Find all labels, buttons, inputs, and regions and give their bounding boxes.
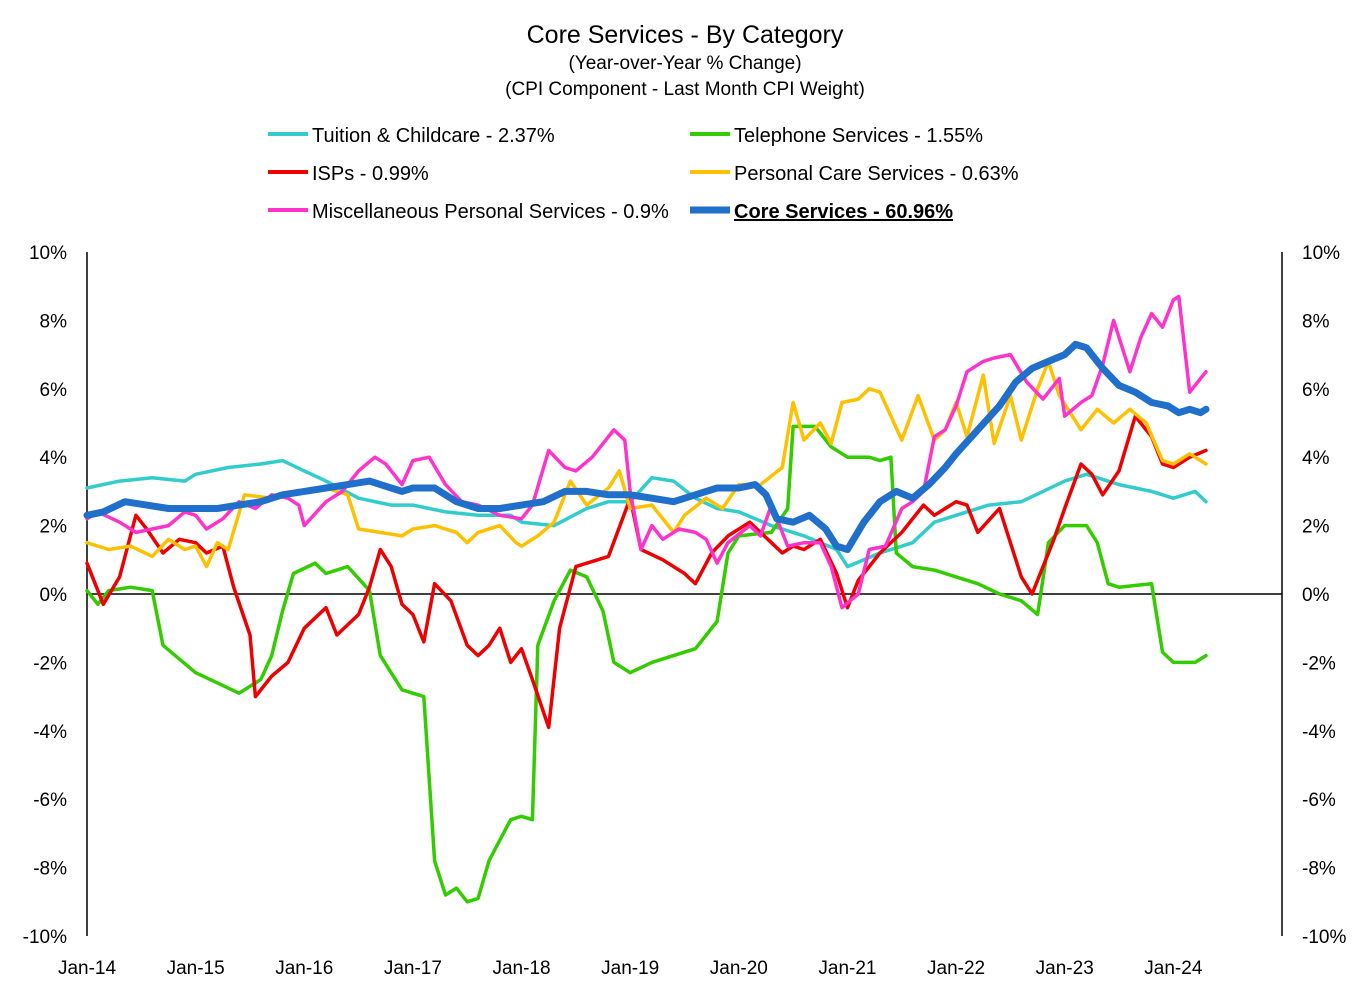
x-tick-label: Jan-21 — [818, 958, 876, 979]
x-tick-label: Jan-22 — [927, 958, 985, 979]
y-tick-label-left: -6% — [33, 790, 67, 811]
y-tick-label-left: 8% — [40, 311, 68, 332]
y-tick-label-right: -4% — [1302, 722, 1336, 743]
axes: 10% 10% 8% 8% 6% 6% 4% 4% 2% 2% 0% 0% -2% -2% -4% -4% -6… — [23, 243, 1347, 979]
y-tick-label-right: -10% — [1302, 927, 1346, 948]
series-line-misc-personal — [85, 294, 1208, 610]
legend-label-misc-personal: Miscellaneous Personal Services - 0.9% — [312, 201, 669, 223]
legend-label-tuition: Tuition & Childcare - 2.37% — [312, 125, 555, 147]
x-tick-label: Jan-23 — [1036, 958, 1094, 979]
y-tick-label-right: 8% — [1302, 311, 1330, 332]
y-tick-label-right: 0% — [1302, 585, 1330, 606]
x-tick-label: Jan-20 — [710, 958, 768, 979]
y-tick-label-right: 10% — [1302, 243, 1340, 264]
y-tick-label-right: 2% — [1302, 517, 1330, 538]
legend: Tuition & Childcare - 2.37% Telephone Se… — [268, 125, 1019, 223]
x-tick-label: Jan-24 — [1144, 958, 1203, 979]
y-tick-label-right: 6% — [1302, 380, 1330, 401]
series-line-tuition — [85, 458, 1208, 569]
y-tick-label-right: -2% — [1302, 653, 1336, 674]
y-tick-label-left: -2% — [33, 653, 67, 674]
legend-label-isps: ISPs - 0.99% — [312, 163, 429, 185]
y-tick-label-right: -8% — [1302, 859, 1336, 880]
series-layer — [83, 294, 1210, 904]
y-tick-label-left: 0% — [40, 585, 68, 606]
chart-subtitle-2: (CPI Component - Last Month CPI Weight) — [505, 79, 865, 100]
chart-subtitle-1: (Year-over-Year % Change) — [568, 53, 801, 74]
y-tick-label-left: 6% — [40, 380, 68, 401]
x-tick-label: Jan-19 — [601, 958, 659, 979]
legend-label-telephone: Telephone Services - 1.55% — [734, 125, 983, 147]
y-tick-label-left: -10% — [23, 927, 67, 948]
legend-label-personal-care: Personal Care Services - 0.63% — [734, 163, 1019, 185]
x-tick-label: Jan-17 — [384, 958, 442, 979]
x-tick-label: Jan-14 — [58, 958, 117, 979]
series-line-core-services — [83, 340, 1210, 553]
x-tick-label: Jan-18 — [492, 958, 550, 979]
chart-title: Core Services - By Category — [527, 21, 844, 49]
y-tick-label-left: 2% — [40, 517, 68, 538]
y-tick-label-left: -4% — [33, 722, 67, 743]
y-tick-label-left: 4% — [40, 448, 68, 469]
y-tick-label-right: 4% — [1302, 448, 1330, 469]
legend-label-core-services: Core Services - 60.96% — [734, 201, 953, 223]
x-tick-label: Jan-15 — [167, 958, 225, 979]
series-line-telephone — [85, 424, 1208, 904]
y-tick-label-right: -6% — [1302, 790, 1336, 811]
x-tick-label: Jan-16 — [275, 958, 333, 979]
y-tick-label-left: -8% — [33, 859, 67, 880]
y-tick-label-left: 10% — [29, 243, 67, 264]
